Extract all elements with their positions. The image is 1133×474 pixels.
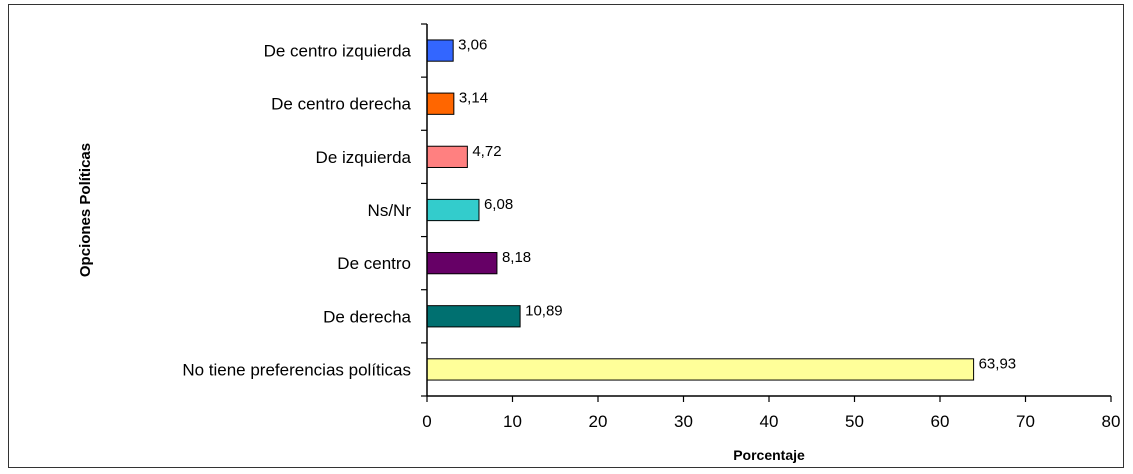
x-tick-label: 0 xyxy=(422,412,431,431)
x-tick-label: 30 xyxy=(674,412,693,431)
data-labels: 3,06 3,14 4,72 6,08 8,18 10,89 63,93 xyxy=(458,37,1016,373)
category-label: De centro izquierda xyxy=(264,42,412,61)
x-tick-label: 60 xyxy=(931,412,950,431)
data-label: 4,72 xyxy=(472,143,501,160)
category-label: De derecha xyxy=(323,307,411,326)
bar xyxy=(426,305,521,328)
category-label: De centro xyxy=(337,254,411,273)
bar xyxy=(426,92,455,115)
y-axis-label: Opciones Políticas xyxy=(77,143,94,277)
data-label: 6,08 xyxy=(484,196,513,213)
x-tick-label: 50 xyxy=(845,412,864,431)
category-label: No tiene preferencias políticas xyxy=(182,360,411,379)
chart-frame xyxy=(8,4,1124,468)
data-label: 3,14 xyxy=(459,90,488,107)
category-label: De izquierda xyxy=(316,148,412,167)
x-tick-label: 80 xyxy=(1102,412,1121,431)
bar xyxy=(426,39,454,62)
x-tick-label: 40 xyxy=(760,412,779,431)
bar xyxy=(426,358,975,381)
bar xyxy=(426,145,468,168)
data-label: 3,06 xyxy=(458,37,487,54)
x-tick-label: 10 xyxy=(503,412,522,431)
data-label: 63,93 xyxy=(979,355,1017,372)
category-labels: De centro izquierda De centro derecha De i… xyxy=(182,42,411,380)
bar xyxy=(426,252,498,275)
x-tick-label: 20 xyxy=(589,412,608,431)
category-label: De centro derecha xyxy=(271,95,411,114)
x-tick-label: 70 xyxy=(1016,412,1035,431)
category-label: Ns/Nr xyxy=(368,201,412,220)
data-label: 8,18 xyxy=(502,249,531,266)
data-label: 10,89 xyxy=(525,302,563,319)
bars xyxy=(426,39,975,381)
bar xyxy=(426,198,480,222)
x-axis-ticks: 0 10 20 30 40 50 60 70 80 xyxy=(421,23,1121,431)
x-axis-label: Porcentaje xyxy=(733,447,805,463)
